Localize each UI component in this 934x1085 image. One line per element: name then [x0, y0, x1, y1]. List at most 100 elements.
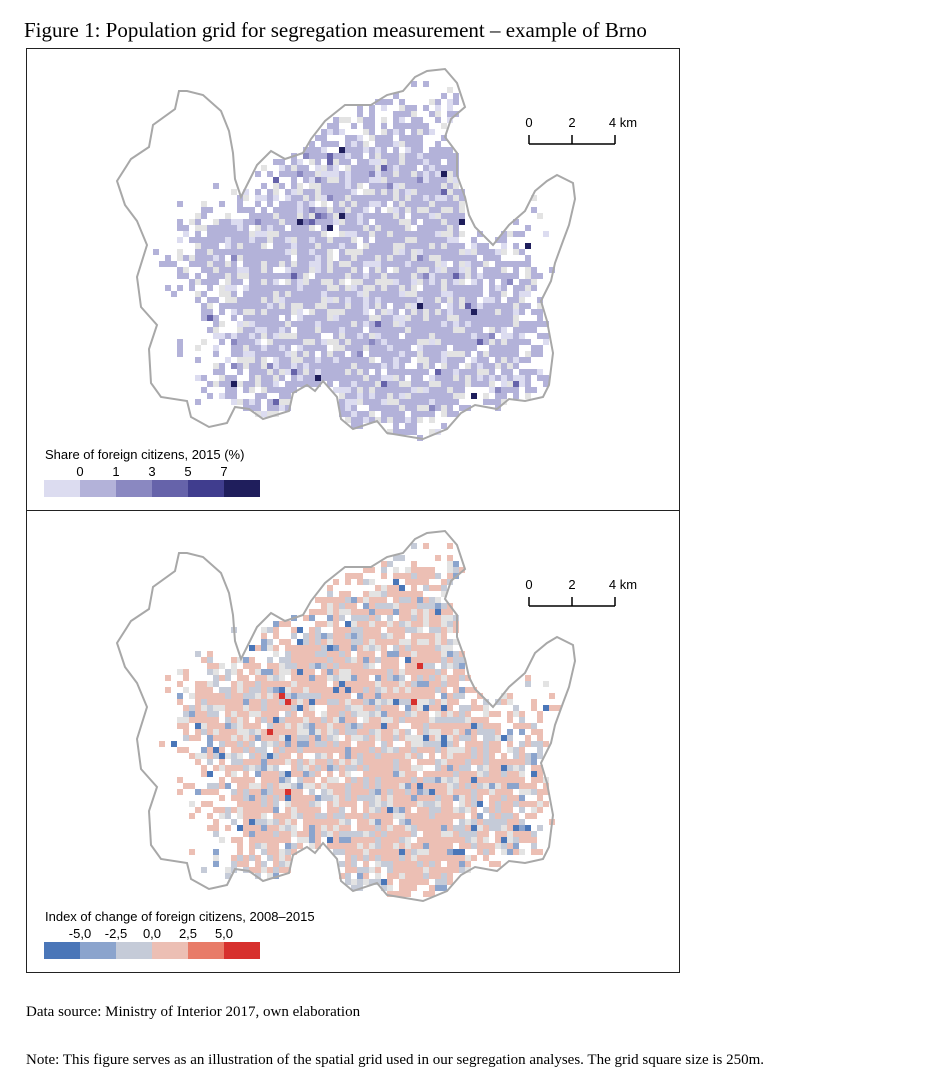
grid-cell	[309, 177, 315, 183]
grid-cell	[507, 315, 513, 321]
grid-cell	[441, 219, 447, 225]
grid-cell	[183, 675, 189, 681]
grid-cell	[423, 687, 429, 693]
grid-cell	[501, 777, 507, 783]
grid-cell	[303, 333, 309, 339]
grid-cell	[279, 621, 285, 627]
grid-cell	[315, 645, 321, 651]
grid-cell	[351, 615, 357, 621]
grid-cell	[213, 243, 219, 249]
grid-cell	[261, 735, 267, 741]
grid-cell	[495, 807, 501, 813]
grid-cell	[435, 405, 441, 411]
grid-cell	[321, 375, 327, 381]
grid-cell	[411, 123, 417, 129]
grid-cell	[483, 351, 489, 357]
grid-cell	[447, 159, 453, 165]
grid-cell	[429, 609, 435, 615]
grid-cell	[321, 597, 327, 603]
grid-cell	[255, 237, 261, 243]
grid-cell	[387, 885, 393, 891]
grid-cell	[291, 735, 297, 741]
grid-cell	[519, 849, 525, 855]
grid-cell	[333, 681, 339, 687]
grid-cell	[399, 759, 405, 765]
grid-cell	[351, 255, 357, 261]
grid-cell	[417, 705, 423, 711]
grid-cell	[519, 261, 525, 267]
grid-cell	[345, 771, 351, 777]
grid-cell	[363, 813, 369, 819]
grid-cell	[273, 207, 279, 213]
grid-cell	[195, 699, 201, 705]
grid-cell	[537, 753, 543, 759]
grid-cell	[255, 771, 261, 777]
grid-cell	[411, 879, 417, 885]
grid-cell	[321, 663, 327, 669]
grid-cell	[447, 753, 453, 759]
grid-cell	[261, 327, 267, 333]
grid-cell	[219, 249, 225, 255]
grid-cell	[411, 609, 417, 615]
grid-cell	[387, 255, 393, 261]
grid-cell	[363, 765, 369, 771]
grid-cell	[261, 693, 267, 699]
scale-label-4km: 4 km	[609, 577, 637, 592]
grid-cell	[267, 801, 273, 807]
grid-cell	[261, 261, 267, 267]
grid-cell	[213, 699, 219, 705]
grid-cell	[273, 237, 279, 243]
grid-cell	[231, 657, 237, 663]
grid-cell	[309, 741, 315, 747]
grid-cell	[435, 333, 441, 339]
grid-cell	[399, 105, 405, 111]
grid-cell	[333, 183, 339, 189]
grid-cell	[375, 759, 381, 765]
grid-cell	[231, 363, 237, 369]
grid-cell	[309, 309, 315, 315]
grid-cell	[471, 375, 477, 381]
grid-cell	[309, 819, 315, 825]
grid-cell	[399, 429, 405, 435]
grid-cell	[441, 729, 447, 735]
grid-cell	[441, 279, 447, 285]
grid-cell	[303, 243, 309, 249]
grid-cell	[399, 555, 405, 561]
grid-cell	[387, 405, 393, 411]
grid-cell	[375, 327, 381, 333]
grid-cell	[249, 849, 255, 855]
grid-cell	[237, 681, 243, 687]
grid-cell	[273, 159, 279, 165]
grid-cell	[315, 183, 321, 189]
grid-cell	[453, 651, 459, 657]
grid-cell	[345, 711, 351, 717]
grid-cell	[261, 807, 267, 813]
grid-cell	[315, 609, 321, 615]
grid-cell	[417, 837, 423, 843]
grid-cell	[345, 705, 351, 711]
grid-cell	[399, 255, 405, 261]
grid-cell	[327, 363, 333, 369]
grid-cell	[219, 777, 225, 783]
grid-cell	[267, 699, 273, 705]
grid-cell	[351, 705, 357, 711]
grid-cell	[405, 663, 411, 669]
grid-cell	[483, 267, 489, 273]
grid-cell	[333, 261, 339, 267]
grid-cell	[285, 261, 291, 267]
grid-cell	[333, 207, 339, 213]
grid-cell	[333, 615, 339, 621]
grid-cell	[423, 615, 429, 621]
grid-cell	[345, 249, 351, 255]
grid-cell	[357, 795, 363, 801]
grid-cell	[189, 711, 195, 717]
grid-cell	[459, 231, 465, 237]
grid-cell	[525, 225, 531, 231]
grid-cell	[447, 813, 453, 819]
grid-cell	[309, 801, 315, 807]
grid-cell	[369, 693, 375, 699]
grid-cell	[435, 291, 441, 297]
grid-cell	[501, 783, 507, 789]
grid-cell	[339, 687, 345, 693]
grid-cell	[225, 735, 231, 741]
